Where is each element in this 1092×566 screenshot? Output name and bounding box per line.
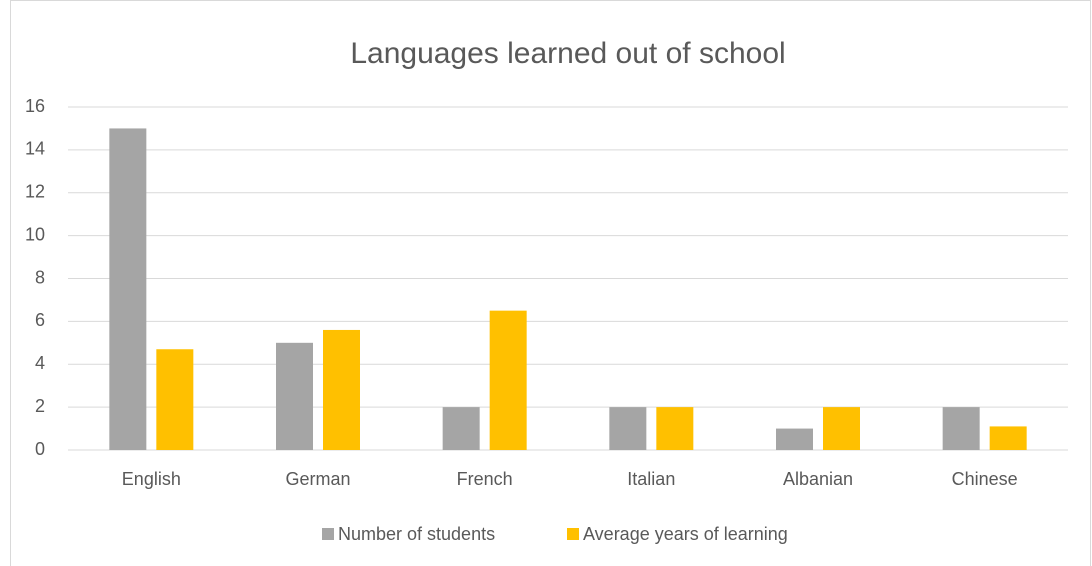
y-tick-label: 6: [35, 310, 45, 330]
bar: [323, 329, 360, 450]
chart-title: Languages learned out of school: [350, 37, 785, 70]
bar: [156, 349, 194, 450]
y-tick-label: 10: [25, 224, 45, 244]
bar: [276, 342, 313, 450]
legend-label: Average years of learning: [583, 524, 788, 544]
bar: [656, 407, 694, 450]
legend-swatch: [567, 528, 579, 540]
legend-swatch: [322, 528, 334, 540]
y-tick-label: 14: [25, 139, 45, 159]
bar: [609, 407, 647, 450]
y-tick-label: 16: [25, 96, 45, 116]
x-tick-label: French: [457, 469, 513, 489]
bar: [442, 407, 480, 450]
bar: [109, 128, 147, 450]
y-tick-label: 4: [35, 353, 45, 373]
y-tick-label: 8: [35, 267, 45, 287]
bar: [823, 407, 860, 450]
bar: [776, 428, 813, 450]
x-tick-label: Albanian: [783, 469, 853, 489]
x-tick-label: German: [285, 469, 350, 489]
x-tick-label: Chinese: [952, 469, 1018, 489]
x-tick-label: English: [122, 469, 181, 489]
y-tick-label: 2: [35, 396, 45, 416]
bar: [489, 310, 527, 450]
y-tick-label: 12: [25, 182, 45, 202]
chart-border: [10, 0, 1091, 566]
bar: [942, 407, 980, 450]
y-tick-label: 0: [35, 439, 45, 459]
legend-label: Number of students: [338, 524, 495, 544]
bar: [989, 426, 1027, 450]
x-tick-label: Italian: [627, 469, 675, 489]
